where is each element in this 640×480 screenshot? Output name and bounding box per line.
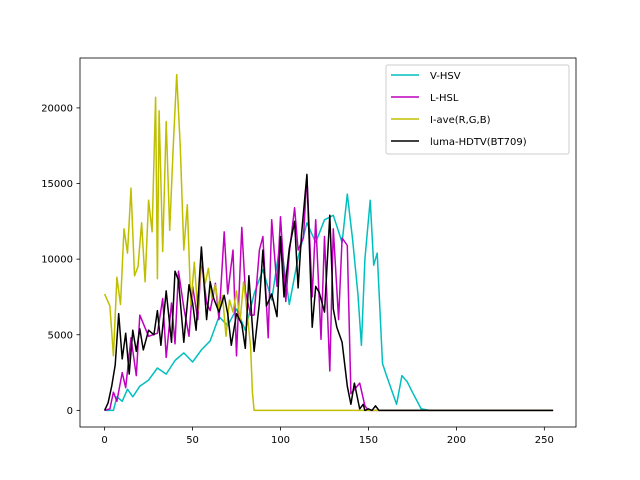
- y-tick-label: 10000: [41, 255, 73, 266]
- y-tick-label: 5000: [48, 330, 73, 341]
- legend-label-3: luma-HDTV(BT709): [430, 137, 527, 148]
- y-tick-label: 0: [67, 406, 73, 417]
- x-tick-label: 150: [359, 435, 378, 446]
- chart-legend: V-HSV L-HSL I-ave(R,G,B) luma-HDTV(BT709): [385, 64, 570, 155]
- series-line-2: [103, 73, 554, 412]
- x-tick-label: 50: [186, 435, 199, 446]
- legend-label-0: V-HSV: [430, 71, 461, 82]
- y-tick-label: 20000: [41, 103, 73, 114]
- legend-label-1: L-HSL: [430, 93, 459, 104]
- x-tick-label: 0: [101, 435, 107, 446]
- plot-series-layer: [103, 73, 554, 412]
- x-axis: 0 50 100 150 200 250: [101, 427, 554, 446]
- x-tick-label: 100: [271, 435, 290, 446]
- plot-area-frame: [79, 57, 577, 428]
- series-line-0: [104, 193, 554, 412]
- x-tick-label: 250: [535, 435, 554, 446]
- x-tick-label: 200: [447, 435, 466, 446]
- legend-box: [385, 64, 570, 155]
- series-line-3: [103, 173, 554, 412]
- y-axis: 0 5000 10000 15000 20000: [41, 103, 80, 417]
- y-tick-label: 15000: [41, 179, 73, 190]
- legend-label-2: I-ave(R,G,B): [430, 115, 491, 126]
